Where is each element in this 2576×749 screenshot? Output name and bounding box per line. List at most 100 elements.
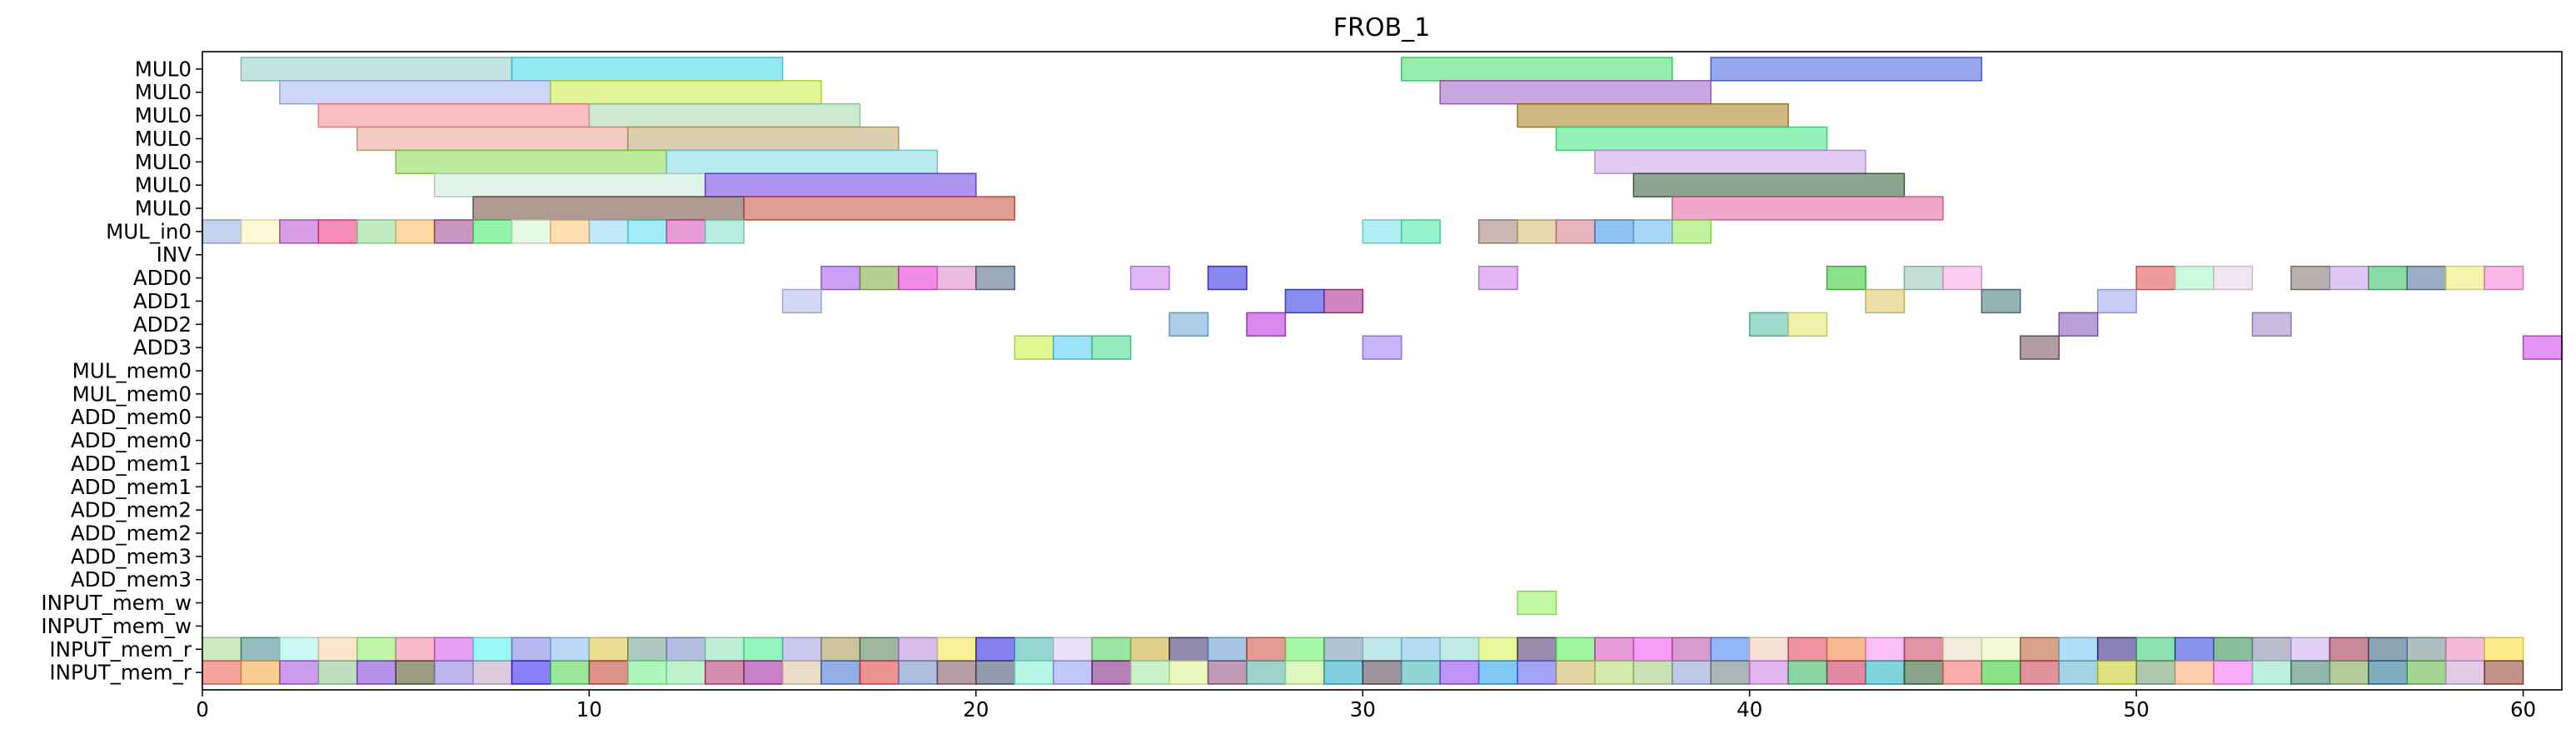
task-bar — [240, 57, 513, 82]
task-bar — [1787, 312, 1828, 337]
x-tick-label: 0 — [196, 697, 209, 722]
task-bar — [2135, 660, 2176, 685]
task-bar — [1168, 660, 1209, 685]
task-bar — [975, 660, 1016, 685]
task-bar — [2406, 637, 2447, 662]
task-bar — [1517, 637, 1557, 662]
task-bar — [2020, 637, 2060, 662]
task-bar — [1903, 660, 1944, 685]
task-bar — [472, 196, 745, 221]
task-bar — [2213, 637, 2254, 662]
task-bar — [743, 637, 784, 662]
task-bar — [588, 219, 629, 244]
task-bar — [1632, 219, 1673, 244]
task-bar — [1207, 637, 1248, 662]
task-bar — [2406, 660, 2447, 685]
task-bar — [1632, 660, 1673, 685]
task-bar — [433, 637, 474, 662]
task-bar — [2174, 265, 2215, 291]
task-bar — [240, 660, 281, 685]
task-bar — [433, 172, 706, 197]
task-bar — [936, 265, 977, 291]
task-bar — [1168, 312, 1209, 337]
y-tick-label: MUL_in0 — [106, 219, 192, 243]
y-tick-label: ADD_mem1 — [71, 475, 192, 499]
task-bar — [202, 660, 242, 685]
task-bar — [2329, 265, 2369, 291]
task-bar — [2213, 660, 2254, 685]
y-tick-label: ADD_mem0 — [71, 405, 192, 429]
task-bar — [1632, 172, 1906, 197]
task-bar — [472, 637, 513, 662]
task-bar — [2058, 637, 2099, 662]
task-bar — [1323, 660, 1364, 685]
task-bar — [240, 637, 281, 662]
task-bar — [279, 219, 320, 244]
task-bar — [317, 102, 590, 128]
task-bar — [433, 219, 474, 244]
task-bar — [2484, 660, 2524, 685]
task-bar — [1400, 637, 1441, 662]
task-bar — [898, 637, 939, 662]
task-bar — [1439, 660, 1480, 685]
task-bar — [2058, 660, 2099, 685]
task-bar — [1323, 637, 1364, 662]
task-bar — [1400, 660, 1441, 685]
task-bar — [2444, 660, 2485, 685]
task-bar — [898, 660, 939, 685]
task-bar — [550, 219, 590, 244]
task-bar — [1903, 265, 1944, 291]
task-bar — [2135, 637, 2176, 662]
task-bar — [1284, 288, 1325, 314]
task-bar — [2444, 265, 2485, 291]
task-bar — [2368, 637, 2408, 662]
task-bar — [356, 126, 629, 152]
y-tick-label: INV — [157, 242, 192, 267]
task-bar — [2444, 637, 2485, 662]
task-bar — [1052, 335, 1093, 360]
task-bar — [859, 660, 899, 685]
task-bar — [1362, 660, 1403, 685]
y-tick-label: MUL0 — [135, 173, 192, 197]
task-bar — [1903, 637, 1944, 662]
y-tick-label: ADD_mem2 — [71, 521, 192, 545]
y-tick-label: ADD_mem3 — [71, 567, 192, 592]
y-tick-label: MUL0 — [135, 103, 192, 127]
task-bar — [1207, 660, 1248, 685]
task-bar — [2096, 288, 2137, 314]
x-tick-label: 50 — [2124, 697, 2150, 722]
task-bar — [2368, 660, 2408, 685]
task-bar — [665, 637, 706, 662]
task-bar — [279, 80, 551, 105]
task-bar — [820, 265, 861, 291]
task-bar — [1517, 660, 1557, 685]
task-bar — [1981, 288, 2021, 314]
task-bar — [743, 196, 1016, 221]
task-bar — [2290, 660, 2331, 685]
task-bar — [472, 219, 513, 244]
task-bar — [1439, 80, 1712, 105]
y-tick-label: MUL0 — [135, 197, 192, 221]
task-bar — [2522, 335, 2563, 360]
y-axis: MUL0MUL0MUL0MUL0MUL0MUL0MUL0MUL_in0INVAD… — [41, 57, 202, 685]
task-bar — [511, 57, 784, 82]
task-bar — [781, 637, 822, 662]
task-bar — [1129, 660, 1170, 685]
task-bars — [202, 57, 2563, 685]
task-bar — [1981, 637, 2021, 662]
task-bar — [1787, 637, 1828, 662]
task-bar — [2251, 660, 2292, 685]
y-tick-label: INPUT_mem_w — [41, 591, 192, 615]
task-bar — [1246, 312, 1287, 337]
task-bar — [1555, 126, 1828, 152]
task-bar — [1555, 660, 1596, 685]
task-bar — [1362, 335, 1403, 360]
task-bar — [511, 660, 551, 685]
task-bar — [2484, 265, 2524, 291]
task-bar — [1594, 637, 1635, 662]
task-bar — [665, 149, 939, 174]
task-bar — [1942, 265, 1983, 291]
task-bar — [665, 660, 706, 685]
y-tick-label: ADD2 — [133, 312, 192, 337]
